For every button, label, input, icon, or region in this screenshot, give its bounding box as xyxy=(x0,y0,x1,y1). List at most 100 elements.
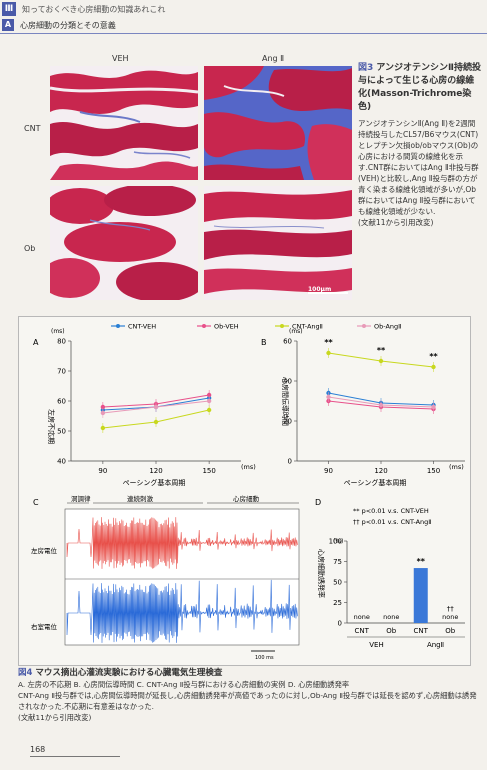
micrograph-ob-ang: 100μm xyxy=(204,186,352,300)
panel-d-ytick-label: 0 xyxy=(338,620,342,628)
panel-d-letter: D xyxy=(315,498,321,507)
panel-b-letter: B xyxy=(261,338,267,347)
panel-d-category: Ob xyxy=(386,627,397,635)
la-trace xyxy=(66,517,298,569)
phase-af: 心房細動 xyxy=(233,494,260,503)
panel-b-xtick-label: 150 xyxy=(427,467,440,475)
panel-a-ytick-label: 50 xyxy=(57,428,66,436)
micrograph-cnt-veh xyxy=(50,66,198,180)
panel-a-ylabel: 左房不応期 xyxy=(47,409,56,444)
panel-d-ytick-label: 25 xyxy=(333,599,342,607)
figure3-micrographs: VEH Ang Ⅱ CNT Ob xyxy=(24,54,352,300)
time-scale-label: 100 ms xyxy=(255,655,274,661)
panel-b-ytick-label: 0 xyxy=(288,458,292,466)
panel-a-ytick-label: 70 xyxy=(57,368,66,376)
panel-a-xlabel: ペーシング基本周期 xyxy=(123,478,186,487)
panel-d-category: CNT xyxy=(414,627,429,635)
panel-d-ytopunit: (%) xyxy=(333,538,343,545)
panel-d-bar-label: none xyxy=(442,613,458,621)
legend-marker xyxy=(116,324,120,328)
figure4-graphics: CNT-VEH Ob-VEH CNT-AngⅡ Ob-AngⅡ A (ms) 左房不応… xyxy=(31,323,465,661)
panel-b-yunit: (ms) xyxy=(289,328,303,335)
legend-marker xyxy=(280,324,284,328)
panel-b-ytick-label: 40 xyxy=(283,378,292,386)
track-label-rv: 右室電位 xyxy=(31,622,58,631)
panel-a-point xyxy=(206,407,212,413)
panel-a-xtick-label: 90 xyxy=(98,467,107,475)
panel-a-point xyxy=(153,404,159,410)
panel-d-ylabel: 心房細動誘発率 xyxy=(317,549,326,598)
note-1: ** p<0.01 v.s. CNT-VEH xyxy=(353,507,429,515)
panel-d-dagger: †† xyxy=(447,605,455,613)
panel-a-point xyxy=(100,425,106,431)
scale-bar-label: 100μm xyxy=(308,286,332,293)
panel-b-significance: ** xyxy=(429,352,438,361)
panel-d-category: CNT xyxy=(355,627,370,635)
panel-d-bar-label: none xyxy=(354,613,370,621)
col-label-veh: VEH xyxy=(112,54,129,63)
figure4-caption: 図4 マウス摘出心灌流実験における心臓電気生理検査 A. 左房の不応期 B. 心… xyxy=(18,668,478,723)
rv-waveform xyxy=(66,579,298,643)
figure4-box: CNT-VEH Ob-VEH CNT-AngⅡ Ob-AngⅡ A (ms) 左房不応… xyxy=(18,316,471,666)
legend-label: CNT-AngⅡ xyxy=(292,323,323,331)
panel-a-xtick-label: 120 xyxy=(149,467,162,475)
page-number-rule xyxy=(30,756,120,757)
legend-label: Ob-AngⅡ xyxy=(374,323,401,331)
panel-a-xunit: (ms) xyxy=(241,463,256,471)
panel-b-significance: ** xyxy=(324,338,333,347)
legend-marker xyxy=(202,324,206,328)
rv-trace xyxy=(66,579,298,643)
legend-label: CNT-VEH xyxy=(128,323,156,331)
figure3-source: (文献11から引用改変) xyxy=(358,218,434,227)
panel-c-letter: C xyxy=(33,498,39,507)
phase-pacing: 連続刺激 xyxy=(127,494,154,503)
panel-b-point xyxy=(431,364,436,370)
panel-a-ytick-label: 60 xyxy=(57,398,66,406)
panel-d-group-label: VEH xyxy=(369,641,383,649)
section-badge: A xyxy=(2,19,14,31)
la-waveform xyxy=(66,517,298,569)
figure3-number: 図3 xyxy=(358,63,374,73)
panel-a-point xyxy=(100,410,106,416)
legend-label: Ob-VEH xyxy=(214,323,239,331)
panel-a-xtick-label: 150 xyxy=(202,467,215,475)
panel-b-point xyxy=(326,350,331,356)
panel-b-significance: ** xyxy=(377,346,386,355)
panel-b-point xyxy=(378,358,384,364)
figure4-number: 図4 xyxy=(18,668,33,678)
panel-d-category: Ob xyxy=(445,627,456,635)
panel-b-ytick-label: 20 xyxy=(283,418,292,426)
panel-b-point xyxy=(326,394,331,400)
panel-a-ytick-label: 40 xyxy=(57,458,66,466)
legend-marker xyxy=(362,324,366,328)
section-title: 心房細動の分類とその意義 xyxy=(20,21,116,30)
panel-d-group-label: AngⅡ xyxy=(427,641,444,649)
note-2: †† p<0.01 v.s. CNT-AngⅡ xyxy=(353,518,431,526)
micrograph-ob-veh xyxy=(50,186,198,300)
panel-b-point xyxy=(378,402,384,408)
page-header: Ⅲ 知っておくべき心房細動の知識あれこれ A 心房細動の分類とその意義 xyxy=(0,0,487,36)
col-label-ang: Ang Ⅱ xyxy=(262,54,285,63)
figure4-title: マウス摘出心灌流実験における心臓電気生理検査 xyxy=(35,668,223,678)
panel-a-plot: 40 50 60 70 80 90 120 150 xyxy=(57,338,241,475)
figure4-line2: CNT-Ang Ⅱ投与群では,心房間伝導時間が延長し,心房細動誘発率が高値であっ… xyxy=(18,691,477,711)
figure4-source: (文献11から引用改変) xyxy=(18,713,92,722)
panel-b-xunit: (ms) xyxy=(449,463,464,471)
panel-b-ylabel: 心房間伝導時間 xyxy=(281,377,290,426)
page-number: 168 xyxy=(30,745,46,754)
panel-b-xlabel: ペーシング基本周期 xyxy=(344,478,407,487)
phase-sinus: 洞調律 xyxy=(71,494,91,503)
panel-a-ytick-label: 80 xyxy=(57,338,66,346)
chapter-title: 知っておくべき心房細動の知識あれこれ xyxy=(22,5,166,14)
panel-b-xtick-label: 120 xyxy=(374,467,387,475)
figure3-title: アンジオテンシンⅡ持続投与によって生じる心房の線維化(Masson-Trichr… xyxy=(358,63,481,112)
panel-b-ytick-label: 60 xyxy=(283,338,292,346)
panel-a-point xyxy=(153,419,159,425)
panel-d-ytick-label: 50 xyxy=(333,579,342,587)
chart-legend: CNT-VEH Ob-VEH CNT-AngⅡ Ob-AngⅡ xyxy=(111,323,401,331)
row-label-cnt: CNT xyxy=(24,124,41,133)
header-divider xyxy=(0,33,487,34)
panel-a-point xyxy=(206,392,212,398)
figure3-caption: 図3 アンジオテンシンⅡ持続投与によって生じる心房の線維化(Masson-Tri… xyxy=(358,62,482,228)
